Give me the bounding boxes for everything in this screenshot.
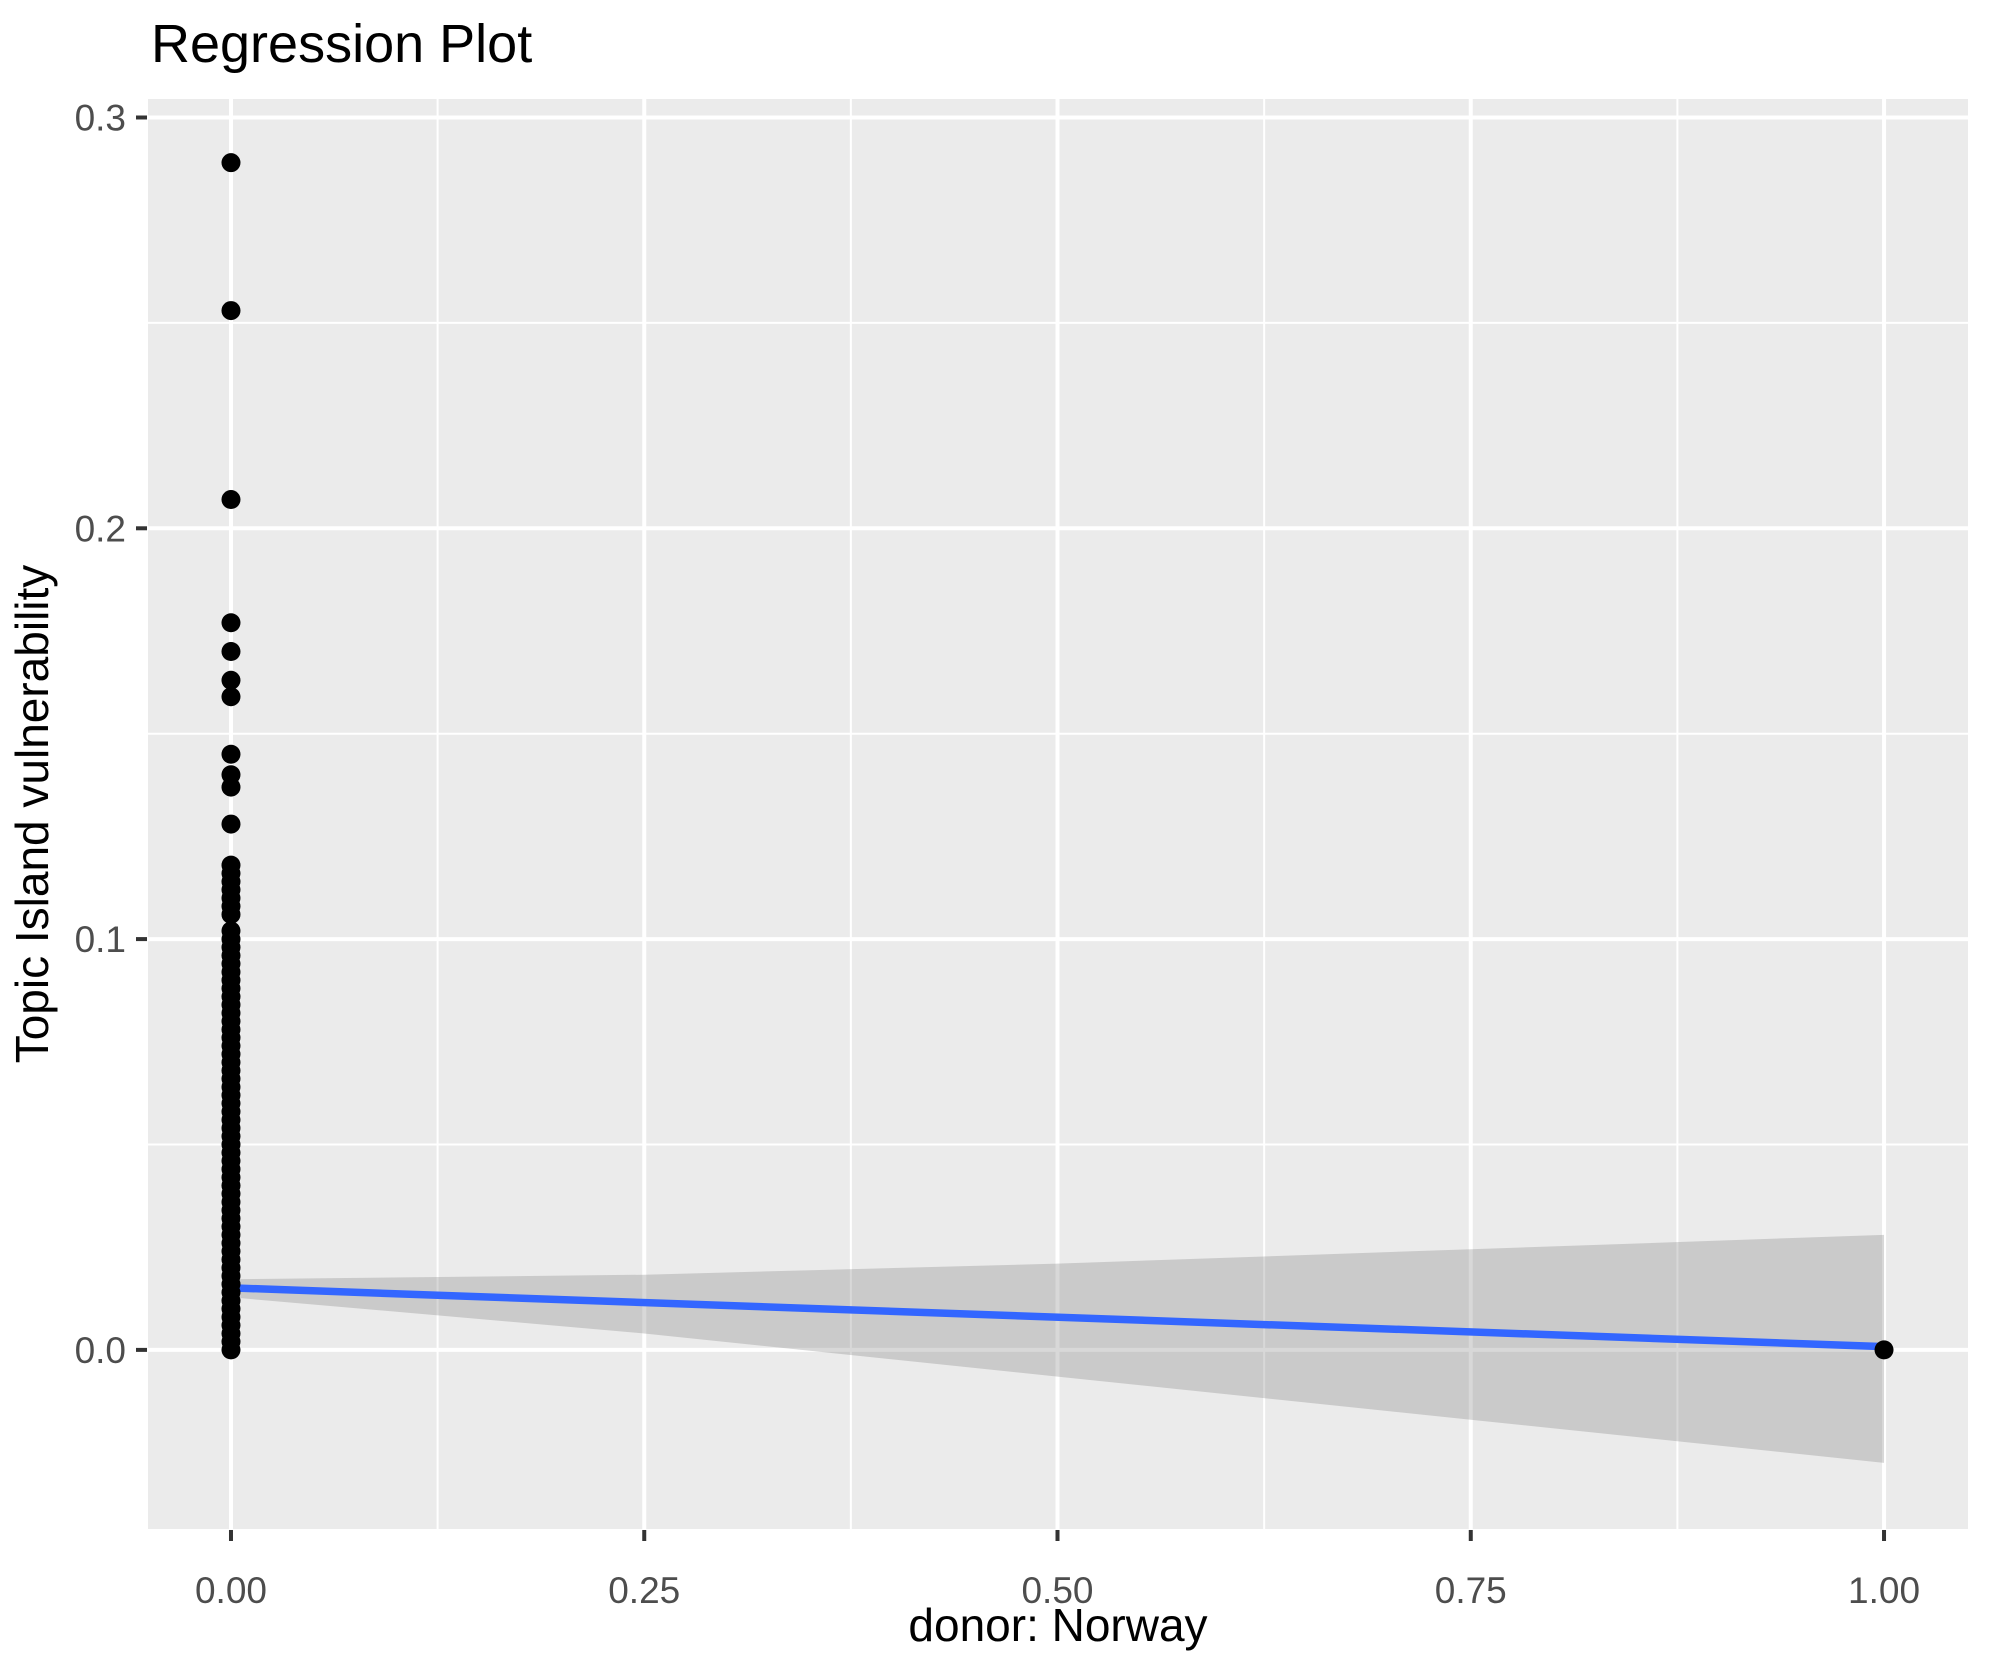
data-point [221,687,241,707]
y-tick-label: 0.1 [75,919,126,960]
x-axis-title: donor: Norway [908,1599,1207,1651]
y-tick-label: 0.0 [75,1330,126,1371]
data-points-layer [221,153,1894,1360]
x-tick-label: 0.00 [195,1570,267,1611]
data-point [221,490,241,510]
data-point [221,613,241,633]
x-tick-label: 0.75 [1435,1570,1507,1611]
data-point [221,904,241,924]
regression-line [230,1284,1885,1351]
data-point [221,777,241,797]
x-tick-label: 0.50 [1021,1570,1093,1611]
data-point [221,642,241,662]
x-tick-label: 0.25 [608,1570,680,1611]
major-gridlines-layer [148,99,1968,1529]
regression-line-layer [230,1284,1885,1351]
y-axis-title: Topic Island vulnerability [6,565,58,1064]
data-point [221,670,241,690]
data-point [221,744,241,764]
data-point [221,301,241,321]
data-point [221,153,241,173]
y-tick-label: 0.3 [75,97,126,138]
confidence-band [230,1234,1885,1463]
data-point [1874,1340,1894,1360]
axis-ticks-layer: 0.00 0.25 0.50 0.75 1.00 0.0 0.1 0.2 0.3 [75,97,1920,1611]
data-point [221,1340,241,1360]
confidence-band-layer [230,1234,1885,1463]
data-point [221,814,241,834]
y-tick-label: 0.2 [75,508,126,549]
chart-title: Regression Plot [151,14,532,74]
x-tick-label: 1.00 [1848,1570,1920,1611]
